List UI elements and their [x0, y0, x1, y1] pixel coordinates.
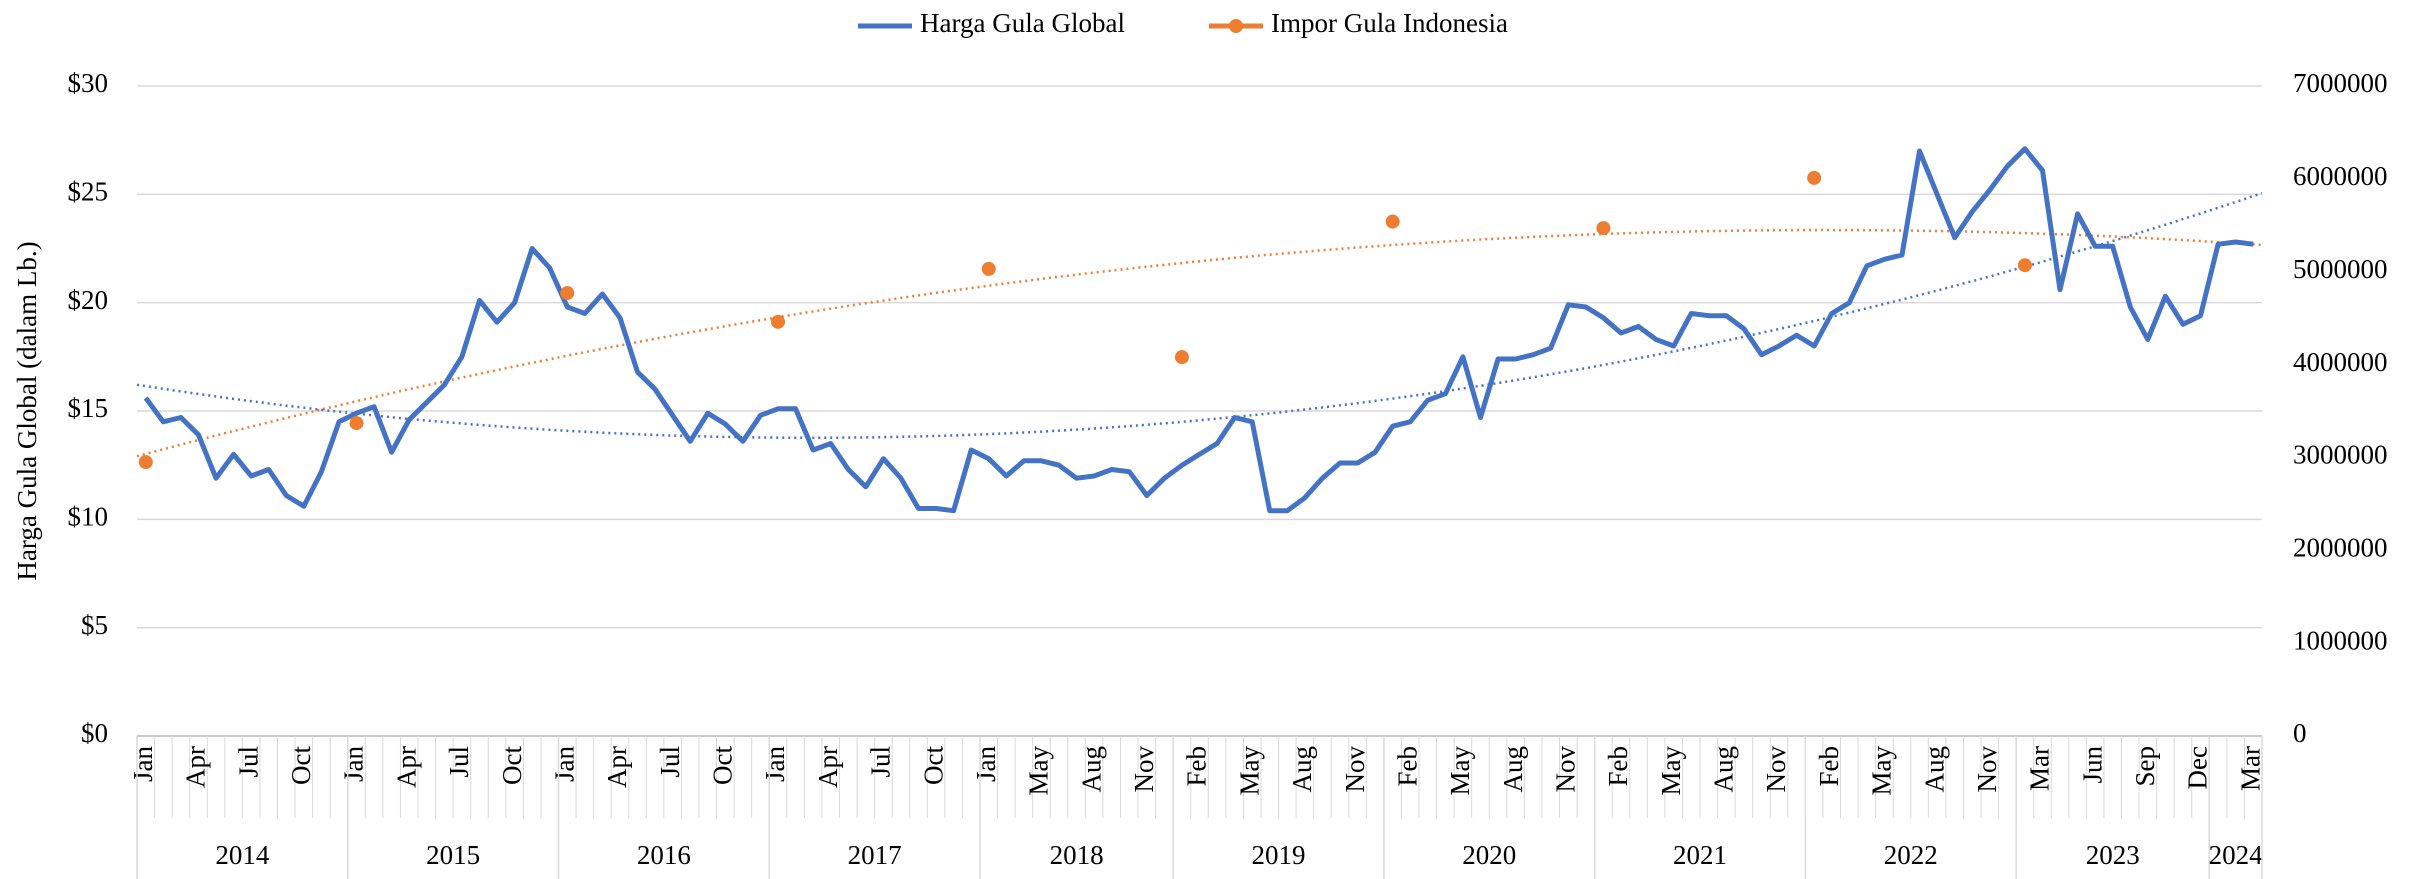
- x-tick-label: Aug: [1498, 746, 1528, 793]
- x-tick-label: Feb: [1603, 746, 1633, 787]
- import-point: [771, 314, 786, 329]
- x-group-label: 2016: [637, 840, 691, 870]
- x-tick-label: Oct: [708, 746, 738, 785]
- x-tick-label: May: [1656, 746, 1686, 796]
- import-point: [2017, 258, 2032, 273]
- x-group-label: 2015: [426, 840, 480, 870]
- x-tick-label: Aug: [1709, 746, 1739, 793]
- import-point: [138, 455, 153, 470]
- x-tick-label: Jul: [233, 746, 263, 778]
- x-group-label: 2018: [1050, 840, 1104, 870]
- trendline: [136, 192, 2263, 440]
- legend-label: Impor Gula Indonesia: [1271, 8, 1508, 38]
- y2-tick-label: 0: [2293, 718, 2307, 748]
- x-tick-label: Dec: [2183, 746, 2213, 789]
- x-tick-label: May: [1867, 746, 1897, 796]
- x-group-label: 2020: [1462, 840, 1516, 870]
- import-point: [560, 286, 575, 301]
- import-point: [981, 261, 996, 276]
- legend-marker: [1229, 19, 1243, 33]
- y-tick-label: $30: [68, 68, 109, 98]
- x-tick-label: Jan: [549, 746, 579, 782]
- x-group-label: 2017: [848, 840, 902, 870]
- x-tick-label: Jan: [760, 746, 790, 782]
- x-tick-label: Mar: [2025, 746, 2055, 791]
- import-point: [1807, 170, 1822, 185]
- trendline: [136, 228, 2263, 458]
- x-tick-label: Apr: [813, 746, 843, 788]
- x-tick-label: Oct: [286, 746, 316, 785]
- x-tick-label: Jul: [444, 746, 474, 778]
- y-tick-label: $25: [68, 177, 109, 207]
- x-tick-label: Aug: [1076, 746, 1106, 793]
- y-tick-label: $20: [68, 285, 109, 315]
- x-tick-label: Jan: [971, 746, 1001, 782]
- x-tick-label: Apr: [602, 746, 632, 788]
- x-group-label: 2022: [1884, 840, 1938, 870]
- x-tick-label: Aug: [1919, 746, 1949, 793]
- x-tick-label: Feb: [1814, 746, 1844, 787]
- y-tick-label: $0: [81, 718, 108, 748]
- import-point: [1385, 214, 1400, 229]
- x-tick-label: Feb: [1182, 746, 1212, 787]
- y2-tick-label: 5000000: [2293, 254, 2388, 284]
- import-point: [1596, 221, 1611, 236]
- y2-tick-label: 6000000: [2293, 161, 2388, 191]
- y-tick-label: $5: [81, 610, 108, 640]
- y-axis-title: Harga Gula Global (dalam Lb.): [12, 241, 42, 580]
- x-group-label: 2023: [2086, 840, 2140, 870]
- x-tick-label: Oct: [918, 746, 948, 785]
- y2-tick-label: 3000000: [2293, 440, 2388, 470]
- x-group-label: 2021: [1673, 840, 1727, 870]
- import-point: [349, 416, 364, 431]
- y-tick-label: $10: [68, 502, 109, 532]
- x-tick-label: Nov: [1761, 746, 1791, 793]
- y2-tick-label: 2000000: [2293, 532, 2388, 562]
- x-tick-label: Oct: [497, 746, 527, 785]
- x-group-label: 2014: [215, 840, 270, 870]
- x-tick-label: Nov: [1340, 746, 1370, 793]
- y2-tick-label: 7000000: [2293, 68, 2388, 98]
- x-tick-label: May: [1234, 746, 1264, 796]
- x-tick-label: Sep: [2130, 746, 2160, 787]
- x-tick-label: Feb: [1392, 746, 1422, 787]
- price-line: [143, 146, 2254, 514]
- import-point: [1174, 350, 1189, 365]
- x-tick-label: Jul: [655, 746, 685, 778]
- x-tick-label: Nov: [1551, 746, 1581, 793]
- x-tick-label: Nov: [1972, 746, 2002, 793]
- x-tick-label: Jul: [866, 746, 896, 778]
- x-tick-label: Apr: [391, 746, 421, 788]
- x-group-label: 2024: [2209, 840, 2264, 870]
- legend-label: Harga Gula Global: [920, 8, 1125, 38]
- x-tick-label: Jan: [128, 746, 158, 782]
- x-tick-label: May: [1024, 746, 1054, 796]
- y2-tick-label: 1000000: [2293, 625, 2388, 655]
- y2-tick-label: 4000000: [2293, 347, 2388, 377]
- x-tick-label: May: [1445, 746, 1475, 796]
- x-tick-label: Jun: [2077, 746, 2107, 784]
- x-tick-label: Nov: [1129, 746, 1159, 793]
- x-tick-label: Mar: [2235, 746, 2265, 791]
- x-tick-label: Apr: [181, 746, 211, 788]
- y-tick-label: $15: [68, 393, 109, 423]
- x-tick-label: Aug: [1287, 746, 1317, 793]
- x-tick-label: Jan: [339, 746, 369, 782]
- x-group-label: 2019: [1252, 840, 1306, 870]
